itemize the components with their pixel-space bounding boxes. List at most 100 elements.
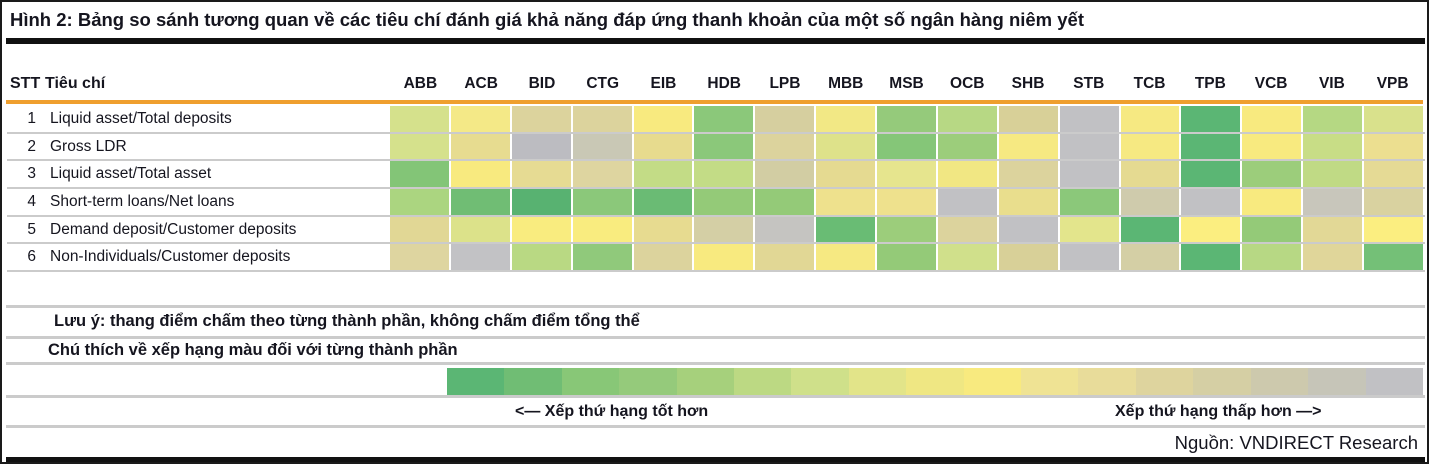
heatmap-cell-ctg-row1 (572, 106, 632, 132)
title-divider (6, 38, 1425, 44)
heatmap-cell-msb-row4 (877, 189, 936, 215)
row-criteria-label: Demand deposit/Customer deposits (50, 220, 297, 238)
row-criteria-label: Non-Individuals/Customer deposits (50, 248, 291, 266)
heatmap-cell-vpb-row3 (1364, 161, 1423, 188)
row-cells (390, 216, 1423, 243)
heatmap-cell-tpb-row5 (1181, 216, 1241, 243)
heatmap-cell-ocb-row1 (937, 106, 997, 132)
column-header-vib: VIB (1318, 75, 1345, 92)
heatmap-cell-bid-row1 (511, 106, 571, 132)
row-cells (390, 161, 1423, 188)
heatmap-cell-eib-row3 (633, 161, 693, 188)
column-header-ocb: OCB (950, 75, 985, 92)
heatmap-cell-vpb-row1 (1364, 106, 1423, 132)
legend-step-7 (791, 368, 849, 395)
heatmap-cell-ocb-row2 (937, 133, 997, 160)
column-header-vpb: VPB (1376, 75, 1409, 92)
heatmap-cell-vpb-row2 (1364, 133, 1423, 160)
heatmap-row-6: 6 Non-Individuals/Customer deposits (7, 244, 1425, 273)
heatmap-cell-tcb-row6 (1120, 244, 1180, 271)
divider-line (6, 362, 1425, 365)
heatmap-cell-mbb-row4 (816, 189, 875, 215)
bank-headers: ABB ACB BID CTG EIB HDB LPB MBB MSB OCB SHB STB TCB T… (390, 72, 1423, 96)
heatmap-cell-mbb-row6 (816, 244, 875, 271)
heatmap-cell-ocb-row5 (937, 216, 997, 243)
heatmap-cell-hdb-row5 (694, 216, 754, 243)
heatmap-cell-acb-row5 (450, 216, 510, 243)
column-header-criteria: Tiêu chí (45, 75, 106, 92)
heatmap-cell-msb-row1 (877, 106, 936, 132)
column-header-ctg: CTG (586, 75, 620, 92)
legend-step-10 (963, 368, 1022, 395)
column-header-bid: BID (528, 75, 556, 92)
divider-line (6, 395, 1425, 398)
header-accent-divider (6, 100, 1423, 104)
column-header-stb: STB (1073, 75, 1105, 92)
heatmap-cell-stb-row4 (1059, 189, 1119, 215)
divider-line (6, 425, 1425, 428)
heatmap-cell-vpb-row6 (1364, 244, 1423, 271)
heatmap-cell-mbb-row5 (816, 216, 875, 243)
heatmap-cell-vib-row5 (1303, 216, 1362, 243)
row-number: 2 (27, 137, 36, 155)
heatmap-cell-abb-row1 (390, 106, 449, 132)
heatmap-cell-shb-row1 (998, 106, 1058, 132)
heatmap-cell-tpb-row6 (1181, 244, 1241, 271)
column-header-lpb: LPB (769, 75, 801, 92)
divider-line (6, 305, 1425, 308)
row-criteria-label: Liquid asset/Total deposits (50, 110, 232, 127)
column-header-mbb: MBB (828, 75, 864, 92)
heatmap-cell-msb-row3 (877, 161, 936, 188)
heatmap-cell-msb-row6 (877, 244, 936, 271)
heatmap-cell-tpb-row4 (1181, 189, 1241, 215)
note-scoring: Lưu ý: thang điểm chấm theo từng thành p… (54, 312, 640, 330)
heatmap-cell-ocb-row6 (937, 244, 997, 271)
heatmap-cell-lpb-row3 (755, 161, 815, 188)
legend-step-14 (1193, 368, 1251, 395)
table-header-row: STT Tiêu chí ABB ACB BID CTG EIB HDB LPB MBB MSB… (2, 72, 1427, 96)
heatmap-cell-stb-row2 (1059, 133, 1119, 160)
heatmap-cell-lpb-row6 (755, 244, 815, 271)
heatmap-cell-msb-row2 (877, 133, 936, 160)
heatmap-cell-tcb-row3 (1120, 161, 1180, 188)
heatmap-cell-stb-row1 (1059, 106, 1119, 132)
heatmap-cell-acb-row2 (450, 133, 510, 160)
legend-step-4 (619, 368, 677, 395)
heatmap-cell-ocb-row4 (937, 189, 997, 215)
heatmap-cell-tpb-row1 (1181, 106, 1241, 132)
legend-better-label: <— Xếp thứ hạng tốt hơn (515, 403, 709, 420)
heatmap-cell-tcb-row2 (1120, 133, 1180, 160)
heatmap-cell-abb-row6 (390, 244, 449, 271)
legend-step-6 (734, 368, 792, 395)
heatmap-cell-lpb-row2 (755, 133, 815, 160)
heatmap-cell-vcb-row4 (1242, 189, 1302, 215)
heatmap-cell-ctg-row2 (572, 133, 632, 160)
heatmap-row-3: 3 Liquid asset/Total asset (7, 161, 1425, 190)
legend-step-8 (848, 368, 907, 395)
legend-step-13 (1135, 368, 1194, 395)
column-header-stt: STT (10, 75, 41, 92)
heatmap-row-2: 2 Gross LDR (7, 133, 1425, 162)
row-number: 6 (27, 248, 36, 266)
heatmap-cell-stb-row6 (1059, 244, 1119, 271)
legend-step-12 (1078, 368, 1136, 395)
column-header-acb: ACB (464, 75, 498, 92)
heatmap-cell-ocb-row3 (937, 161, 997, 188)
heatmap-cell-mbb-row1 (816, 106, 875, 132)
heatmap-cell-msb-row5 (877, 216, 936, 243)
heatmap-cell-bid-row5 (511, 216, 571, 243)
row-number: 1 (27, 110, 36, 127)
heatmap-cell-lpb-row5 (755, 216, 815, 243)
heatmap-cell-bid-row3 (511, 161, 571, 188)
heatmap-cell-vcb-row6 (1242, 244, 1302, 271)
heatmap-cell-shb-row5 (998, 216, 1058, 243)
source-credit: Nguồn: VNDIRECT Research (1174, 432, 1418, 453)
heatmap-cell-abb-row5 (390, 216, 449, 243)
heatmap-cell-eib-row5 (633, 216, 693, 243)
column-header-shb: SHB (1011, 75, 1045, 92)
row-criteria-label: Liquid asset/Total asset (50, 165, 212, 183)
heatmap-cell-hdb-row4 (694, 189, 754, 215)
heatmap-cell-stb-row3 (1059, 161, 1119, 188)
heatmap-cell-vpb-row5 (1364, 216, 1423, 243)
column-header-abb: ABB (403, 75, 438, 92)
